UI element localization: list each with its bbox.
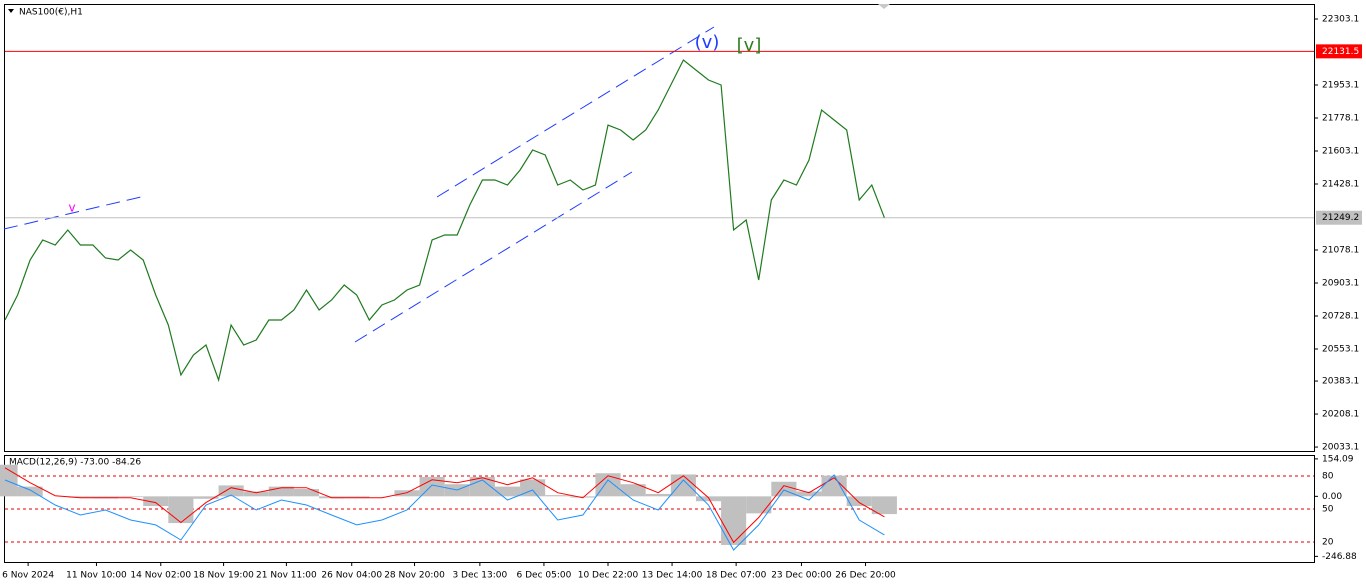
y-tick-label: 22303.1 <box>1322 14 1359 24</box>
macd-bar <box>494 486 521 497</box>
x-tick-label: 26 Nov 04:00 <box>321 571 382 581</box>
macd-bar <box>218 485 244 497</box>
macd-bar <box>620 484 646 497</box>
macd-bar <box>67 496 93 498</box>
macd-bar <box>746 496 772 514</box>
y-tick-label: 20033.1 <box>1322 443 1359 453</box>
y-tick-label: 20208.1 <box>1322 410 1359 420</box>
level-label: 50 <box>1322 504 1334 514</box>
x-tick-label: 14 Nov 02:00 <box>130 571 191 581</box>
level-label: 80 <box>1322 472 1334 482</box>
y-tick-label: 21953.1 <box>1322 80 1359 90</box>
indicator-line <box>4 474 885 551</box>
y-tick-label: 0.00 <box>1322 492 1342 502</box>
y-tick-label: -246.88 <box>1322 552 1357 562</box>
wave-label: v <box>68 201 75 215</box>
macd-bar <box>118 496 144 498</box>
y-tick-label: 20553.1 <box>1322 344 1359 354</box>
macd-bar <box>771 481 797 497</box>
price-line <box>4 59 885 383</box>
macd-bar <box>268 486 294 497</box>
price-tag <box>1316 210 1362 225</box>
x-tick-label: 13 Dec 14:00 <box>642 571 703 581</box>
menu-arrow[interactable] <box>8 9 14 13</box>
y-tick-label: 154.09 <box>1322 454 1354 464</box>
x-tick-label: 21 Nov 11:00 <box>256 571 317 581</box>
x-tick-label: 18 Dec 07:00 <box>706 571 767 581</box>
x-tick-label: 10 Dec 22:00 <box>578 571 639 581</box>
y-tick-label: 20383.1 <box>1322 377 1359 387</box>
macd-bar <box>168 496 194 524</box>
chart-title: NAS100(€),H1 <box>19 8 83 18</box>
level-label: 20 <box>1322 537 1334 547</box>
y-tick-label: 20728.1 <box>1322 311 1359 321</box>
x-tick-label: 23 Dec 00:00 <box>771 571 832 581</box>
x-tick-label: 11 Nov 10:00 <box>66 571 127 581</box>
indicator-frame <box>4 455 1315 563</box>
x-tick-label: 3 Dec 13:00 <box>452 571 507 581</box>
x-tick-label: 18 Nov 19:00 <box>193 571 254 581</box>
macd-bar <box>545 495 571 497</box>
macd-bar <box>871 496 897 515</box>
macd-bar <box>344 496 370 498</box>
main-frame <box>4 4 1315 452</box>
trend-lines <box>3 26 715 343</box>
channel-top <box>436 26 715 198</box>
price-tag <box>1316 44 1362 59</box>
y-tick-label: 21778.1 <box>1322 113 1359 123</box>
wave-label: (v) <box>695 32 720 53</box>
macd-bar <box>469 476 495 497</box>
x-tick-label: 6 Dec 05:00 <box>517 571 572 581</box>
macd-bar <box>243 491 269 497</box>
macd-bar <box>143 496 169 507</box>
macd-bar <box>796 491 822 497</box>
trend-line <box>3 195 146 230</box>
macd-bar <box>645 493 671 497</box>
price-tag-label: 22131.5 <box>1322 47 1359 57</box>
wave-label: [v] <box>737 35 762 56</box>
x-tick-label: 26 Dec 20:00 <box>835 571 896 581</box>
macd-bar <box>846 496 872 507</box>
plot-layer: 22303.1 21953.1 21778.1 21603.1 21428.1 21078… <box>0 14 1362 581</box>
y-tick-label: 21603.1 <box>1322 146 1359 156</box>
channel-bottom <box>354 171 633 343</box>
macd-bar <box>17 486 43 497</box>
macd-bar <box>721 496 747 545</box>
indicator-line <box>4 467 885 544</box>
macd-bar <box>595 473 621 497</box>
x-tick-label: 6 Nov 2024 <box>2 571 54 581</box>
y-tick-label: 21428.1 <box>1322 179 1359 189</box>
macd-bar <box>293 489 320 497</box>
x-tick-label: 28 Nov 20:00 <box>384 571 445 581</box>
shift-marker <box>878 4 890 9</box>
y-tick-label: 20903.1 <box>1322 278 1359 288</box>
macd-bar <box>193 496 219 499</box>
macd-bar <box>570 496 596 498</box>
y-tick-label: 21078.1 <box>1322 245 1359 255</box>
indicator-title: MACD(12,26,9) -73.00 -84.26 <box>9 458 141 468</box>
macd-bar <box>394 490 420 497</box>
price-tag-label: 21249.2 <box>1322 213 1359 223</box>
macd-bar <box>695 496 722 502</box>
macd-bar <box>670 474 696 497</box>
